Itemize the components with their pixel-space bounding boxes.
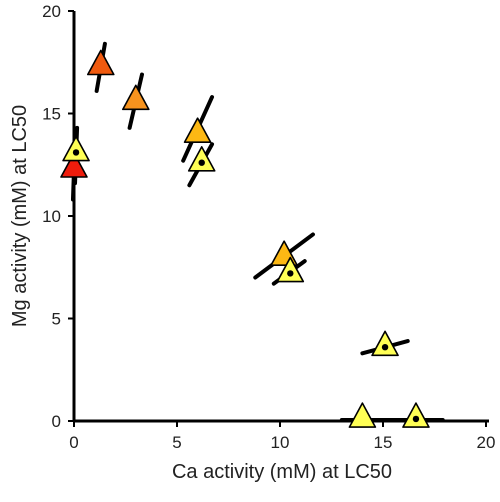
y-tick-label: 5 — [52, 310, 61, 329]
data-point — [60, 152, 88, 178]
y-tick-label: 15 — [42, 105, 61, 124]
data-point — [86, 49, 115, 76]
data-point — [122, 84, 150, 111]
data-point — [187, 146, 216, 172]
data-point-dot — [72, 149, 80, 156]
x-tick-label: 20 — [477, 433, 496, 452]
y-tick-label: 10 — [42, 207, 61, 226]
x-tick-label: 15 — [374, 433, 393, 452]
y-tick-label: 0 — [52, 412, 61, 431]
data-point-dot — [381, 344, 389, 351]
data-point-dot — [198, 159, 205, 166]
data-point-dot — [412, 415, 420, 423]
data-point — [276, 256, 305, 283]
axes — [72, 11, 489, 423]
data-point — [62, 135, 90, 162]
x-axis-label: Ca activity (mM) at LC50 — [172, 461, 392, 483]
data-point — [402, 402, 430, 428]
data-point — [371, 330, 399, 357]
x-tick-label: 5 — [172, 433, 181, 452]
x-tick-label: 0 — [69, 433, 78, 452]
data-point-dot — [287, 270, 294, 277]
markers — [60, 49, 430, 428]
data-point — [183, 117, 212, 143]
data-point — [348, 402, 377, 428]
y-ticks: 0 5 10 15 20 — [42, 2, 74, 431]
y-axis-label: Mg activity (mM) at LC50 — [9, 105, 31, 327]
x-tick-label: 10 — [271, 433, 290, 452]
x-ticks: 0 5 10 15 20 — [69, 421, 495, 452]
y-tick-label: 20 — [42, 2, 61, 21]
